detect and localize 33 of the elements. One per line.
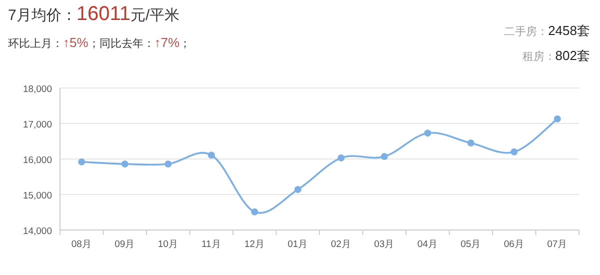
point [554, 115, 561, 122]
x-tick-label: 02月 [330, 239, 352, 250]
y-tick-label: 14,000 [22, 226, 52, 237]
point [208, 152, 215, 159]
point [294, 186, 302, 194]
point [338, 154, 345, 162]
point [510, 148, 518, 156]
x-tick-label: 11月 [201, 239, 222, 250]
text: 二手房：2458套 [504, 23, 590, 38]
x-tick-label: 01月 [288, 239, 308, 250]
point [164, 160, 172, 168]
x-tick-label: 08月 [71, 239, 92, 250]
x-tick-label: 03月 [374, 239, 395, 250]
y-tick-label: 16,000 [22, 155, 52, 166]
x-tick-label: 12月 [244, 239, 265, 250]
x-tick-label: 04月 [417, 239, 438, 250]
chart-subtitle: 环比上月：↑5%；同比去年：↑7%； [8, 35, 191, 50]
point [424, 130, 432, 137]
y-tick-label: 17,000 [22, 120, 52, 130]
x-tick-label: 07月 [547, 239, 568, 250]
point [121, 160, 128, 168]
x-tick-label: 10月 [158, 239, 178, 250]
point [467, 140, 474, 147]
point [251, 208, 258, 216]
chart-title: 7月均价：16011元/平米 [8, 3, 180, 25]
point [78, 158, 86, 166]
y-tick-label: 18,000 [22, 84, 52, 95]
y-tick-label: 15,000 [22, 190, 52, 202]
point [380, 153, 388, 160]
x-tick-label: 05月 [460, 239, 482, 250]
x-tick-label: 06月 [504, 239, 524, 250]
x-tick-label: 09月 [114, 239, 136, 250]
text: 租房：802套 [522, 48, 590, 63]
